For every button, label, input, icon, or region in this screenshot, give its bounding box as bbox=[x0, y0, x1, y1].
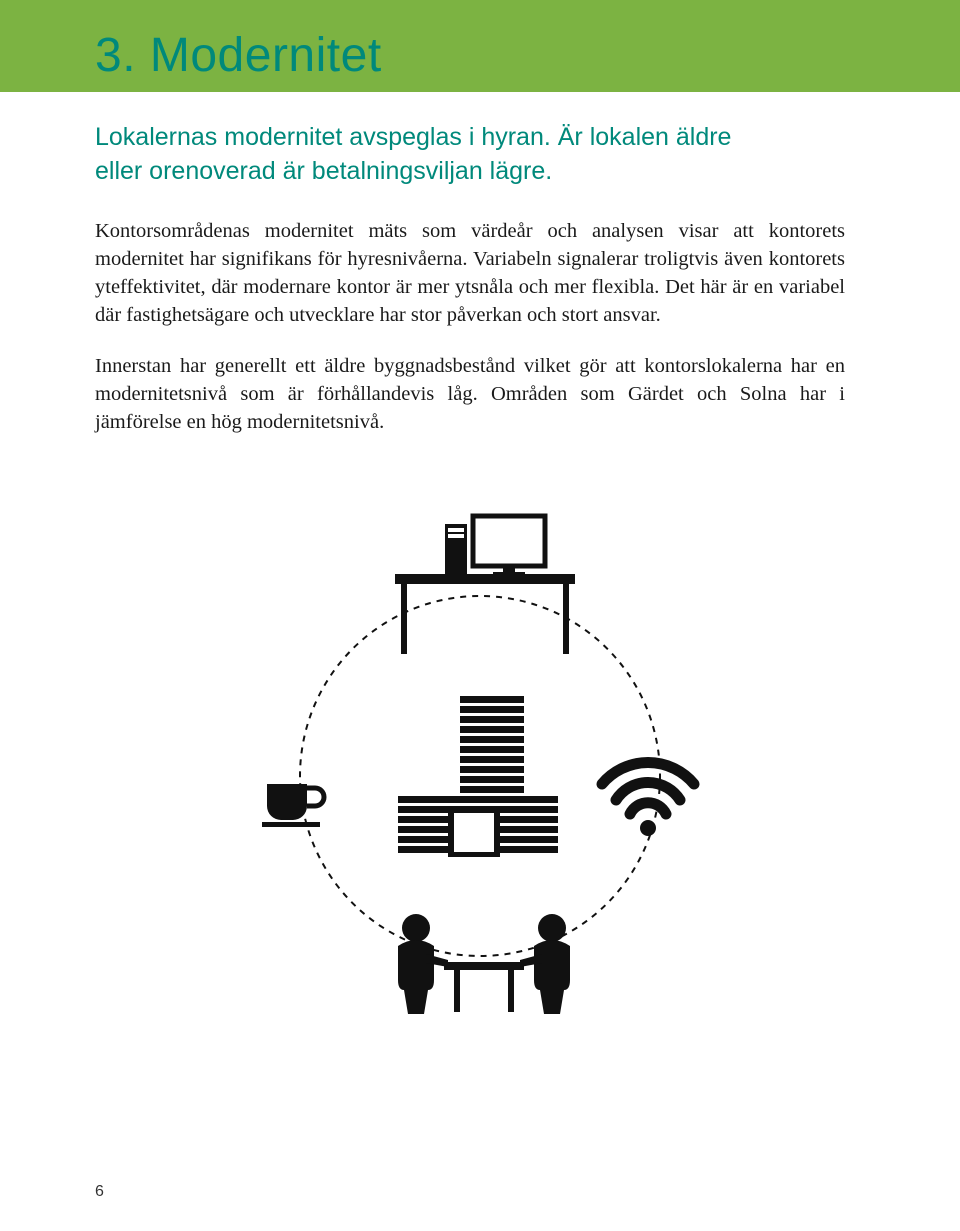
illustration-container bbox=[95, 486, 865, 1046]
desk-computer-icon bbox=[395, 516, 575, 654]
wifi-icon bbox=[602, 763, 694, 836]
intro-text: Lokalernas modernitet avspeglas i hyran.… bbox=[95, 121, 735, 189]
page-content: 3. Modernitet Lokalernas modernitet avsp… bbox=[0, 0, 960, 1046]
modernity-infographic bbox=[240, 486, 720, 1046]
section-title: 3. Modernitet bbox=[95, 28, 865, 83]
meeting-icon bbox=[398, 914, 570, 1014]
coffee-cup-icon bbox=[262, 784, 324, 827]
body-paragraph-2: Innerstan har generellt ett äldre byggna… bbox=[95, 352, 845, 437]
body-paragraph-1: Kontorsområdenas modernitet mäts som vär… bbox=[95, 217, 845, 330]
page-number: 6 bbox=[95, 1183, 104, 1201]
building-icon bbox=[398, 696, 558, 857]
